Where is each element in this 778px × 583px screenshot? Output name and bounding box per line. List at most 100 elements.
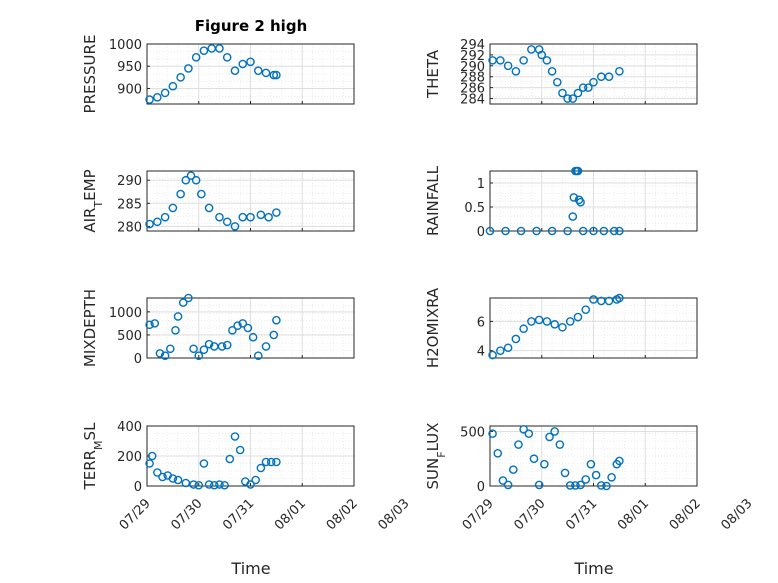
data-point bbox=[615, 293, 624, 303]
subplot-h2omixra: 4 6 H2OMIXRA bbox=[424, 287, 698, 368]
data-point bbox=[204, 339, 214, 349]
data-point bbox=[253, 351, 263, 360]
y-tick-label: 290 bbox=[460, 60, 485, 75]
data-point bbox=[511, 334, 521, 344]
y-tick-label: 6 bbox=[477, 315, 485, 330]
data-point bbox=[261, 68, 271, 78]
data-point bbox=[581, 475, 591, 484]
data-point bbox=[238, 212, 248, 222]
data-point bbox=[563, 94, 572, 103]
data-point bbox=[222, 340, 232, 350]
data-point bbox=[204, 203, 214, 213]
data-point bbox=[233, 321, 242, 330]
data-point bbox=[189, 344, 198, 354]
data-point bbox=[503, 480, 513, 490]
x-tick-label: 08/01 bbox=[615, 496, 652, 533]
y-axis-label: SUNFLUX bbox=[424, 423, 448, 490]
data-point bbox=[602, 481, 611, 491]
data-point bbox=[204, 480, 214, 489]
data-point bbox=[155, 349, 165, 358]
y-tick-label: 1000 bbox=[109, 38, 142, 53]
data-point bbox=[547, 66, 557, 76]
data-point bbox=[272, 315, 281, 325]
data-point bbox=[604, 296, 614, 306]
y-axis-label: MIXDEPTH bbox=[81, 289, 99, 367]
data-point bbox=[542, 56, 552, 65]
data-point bbox=[230, 66, 240, 75]
data-point bbox=[168, 203, 178, 213]
data-point bbox=[573, 166, 583, 176]
data-point bbox=[160, 88, 170, 98]
subplot-pressure: 900 950 1000 PRESSURE bbox=[81, 35, 355, 113]
data-point bbox=[493, 448, 503, 458]
data-point bbox=[186, 171, 196, 180]
y-axis-label: THETA bbox=[424, 49, 442, 99]
data-point bbox=[527, 317, 536, 326]
subplot-air-temp: 280 285 290 AIRTEMP bbox=[81, 169, 355, 235]
data-point bbox=[589, 77, 598, 87]
data-point bbox=[222, 217, 232, 227]
data-point bbox=[235, 445, 245, 455]
data-point bbox=[194, 351, 204, 360]
data-point bbox=[269, 70, 279, 80]
data-point bbox=[604, 72, 614, 82]
y-tick-label: 900 bbox=[117, 82, 142, 97]
data-point bbox=[573, 88, 583, 98]
data-point bbox=[238, 59, 248, 69]
data-point bbox=[519, 324, 528, 334]
y-tick-label: 294 bbox=[460, 38, 485, 53]
data-point bbox=[514, 440, 523, 449]
data-point bbox=[272, 70, 281, 80]
data-point bbox=[586, 459, 596, 469]
data-point bbox=[269, 330, 279, 340]
data-point bbox=[160, 212, 170, 222]
data-point bbox=[165, 344, 175, 354]
data-point bbox=[251, 475, 260, 485]
x-tick-label: 07/29 bbox=[117, 496, 154, 533]
data-point bbox=[230, 432, 240, 441]
y-tick-label: 0.5 bbox=[464, 201, 485, 216]
y-tick-label: 200 bbox=[117, 450, 142, 465]
data-point bbox=[569, 193, 579, 202]
x-tick-label: 08/03 bbox=[375, 496, 412, 533]
subplot-mixdepth: 0 500 1000 MIXDEPTH bbox=[81, 289, 355, 367]
data-point bbox=[266, 457, 276, 467]
data-point bbox=[550, 427, 559, 436]
data-point bbox=[243, 323, 253, 333]
data-point bbox=[558, 88, 567, 98]
data-point bbox=[552, 77, 562, 87]
data-point bbox=[261, 342, 271, 351]
x-tick-label: 07/30 bbox=[168, 496, 205, 533]
data-point bbox=[228, 326, 237, 335]
data-point bbox=[576, 197, 585, 207]
data-point bbox=[150, 319, 160, 328]
data-point bbox=[599, 226, 609, 236]
data-point bbox=[550, 320, 559, 329]
data-point bbox=[578, 83, 588, 92]
y-axis-label: RAINFALL bbox=[424, 165, 442, 236]
data-point bbox=[609, 226, 619, 236]
data-point bbox=[181, 478, 191, 488]
y-tick-label: 0 bbox=[477, 225, 485, 240]
data-point bbox=[217, 342, 227, 351]
x-tick-label: 07/31 bbox=[220, 496, 257, 533]
data-point bbox=[503, 343, 513, 353]
data-point bbox=[199, 459, 209, 468]
data-point bbox=[501, 226, 510, 236]
data-point bbox=[524, 429, 534, 438]
data-point bbox=[256, 463, 266, 473]
data-point bbox=[145, 219, 154, 229]
data-point bbox=[189, 480, 198, 489]
data-point bbox=[534, 480, 544, 490]
y-tick-label: 292 bbox=[460, 49, 485, 64]
data-point bbox=[194, 480, 204, 490]
data-point bbox=[173, 312, 183, 321]
data-point bbox=[498, 476, 508, 485]
data-point bbox=[589, 295, 598, 304]
data-point bbox=[160, 351, 170, 360]
subplot-terr-msl: 0 200 400 TERRMSL 07/29 07/30 07/31 08/01 08/02 0… bbox=[81, 420, 413, 533]
data-point bbox=[573, 312, 583, 322]
data-point bbox=[508, 465, 518, 474]
data-point bbox=[246, 57, 255, 67]
data-point bbox=[246, 212, 255, 222]
